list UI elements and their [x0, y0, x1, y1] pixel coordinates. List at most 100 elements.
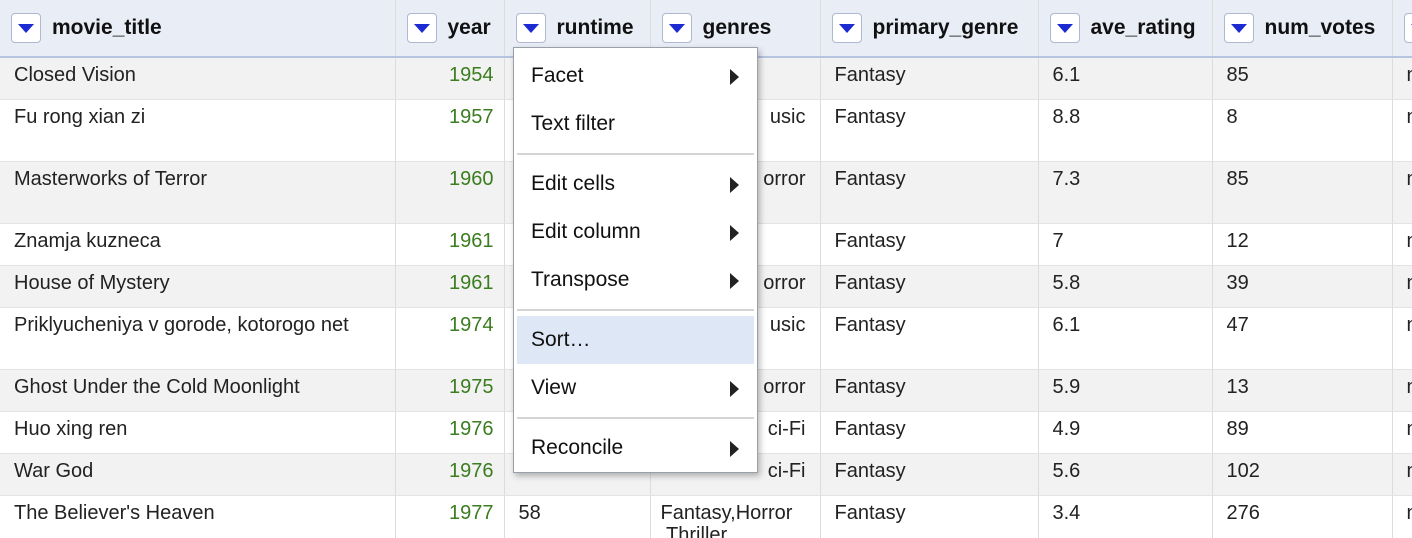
cell-primary-genre[interactable]: Fantasy	[834, 64, 906, 86]
cell-movie-title[interactable]: Masterworks of Terror	[14, 168, 208, 190]
cell-movie-title[interactable]: War God	[14, 460, 94, 482]
cell-ave-rating[interactable]: 7.3	[1052, 168, 1081, 190]
cell-genres[interactable]: orror	[763, 272, 806, 294]
cell-next[interactable]: n	[1393, 370, 1412, 398]
cell-num-votes[interactable]: 85	[1226, 64, 1249, 86]
cell-primary-genre[interactable]: Fantasy	[834, 272, 906, 294]
menu-item-label: Facet	[531, 64, 584, 87]
cell-next[interactable]: n	[1393, 266, 1412, 294]
cell-year[interactable]: 1957	[449, 106, 494, 128]
cell-primary-genre[interactable]: Fantasy	[834, 168, 906, 190]
cell-genres[interactable]: usic	[769, 314, 806, 336]
column-dropdown-button[interactable]	[1403, 13, 1412, 43]
cell-next[interactable]: n	[1393, 224, 1412, 252]
cell-ave-rating[interactable]: 5.9	[1052, 376, 1081, 398]
cell-ave-rating[interactable]: 7	[1052, 230, 1064, 252]
cell-next[interactable]: n	[1393, 308, 1412, 336]
menu-item-reconcile[interactable]: Reconcile	[514, 424, 757, 472]
header-row: movie_title year runtime genres primary_…	[0, 0, 1412, 58]
menu-item-transpose[interactable]: Transpose	[514, 256, 757, 304]
cell-genres[interactable]: ci-Fi	[767, 418, 806, 440]
cell-movie-title[interactable]: Huo xing ren	[14, 418, 128, 440]
cell-next[interactable]: n	[1393, 162, 1412, 190]
cell-primary-genre[interactable]: Fantasy	[834, 230, 906, 252]
triangle-down-icon	[18, 23, 34, 33]
cell-ave-rating[interactable]: 6.1	[1052, 64, 1081, 86]
menu-item-edit-cells[interactable]: Edit cells	[514, 160, 757, 208]
column-dropdown-button[interactable]	[515, 13, 546, 43]
menu-item-label: Edit column	[531, 220, 641, 243]
cell-year[interactable]: 1961	[449, 272, 494, 294]
column-header-ave-rating: ave_rating	[1038, 0, 1213, 58]
cell-ave-rating[interactable]: 6.1	[1052, 314, 1081, 336]
column-dropdown-button[interactable]	[11, 13, 41, 43]
cell-genres[interactable]: orror	[763, 168, 806, 190]
cell-genres[interactable]: Fantasy,Horror ,Thriller	[660, 502, 793, 538]
cell-next[interactable]: n	[1393, 100, 1412, 128]
cell-ave-rating[interactable]: 3.4	[1052, 502, 1081, 524]
cell-movie-title[interactable]: Fu rong xian zi	[14, 106, 146, 128]
cell-num-votes[interactable]: 13	[1226, 376, 1249, 398]
cell-primary-genre[interactable]: Fantasy	[834, 418, 906, 440]
cell-movie-title[interactable]: The Believer's Heaven	[14, 502, 215, 524]
table-row: War God 1976 ci-Fi Fantasy 5.6 102 n	[0, 453, 1412, 496]
cell-genres[interactable]: orror	[763, 376, 806, 398]
cell-num-votes[interactable]: 85	[1226, 168, 1249, 190]
cell-movie-title[interactable]: House of Mystery	[14, 272, 170, 294]
cell-genres[interactable]: usic	[769, 106, 806, 128]
cell-num-votes[interactable]: 47	[1226, 314, 1249, 336]
cell-next[interactable]: n	[1393, 412, 1412, 440]
cell-genres[interactable]: ci-Fi	[767, 460, 806, 482]
cell-primary-genre[interactable]: Fantasy	[834, 502, 906, 524]
cell-year[interactable]: 1977	[449, 502, 494, 524]
menu-item-edit-column[interactable]: Edit column	[514, 208, 757, 256]
cell-next[interactable]: n	[1393, 454, 1412, 482]
cell-year[interactable]: 1961	[449, 230, 494, 252]
cell-movie-title[interactable]: Znamja kuzneca	[14, 230, 161, 252]
cell-movie-title[interactable]: Closed Vision	[14, 64, 136, 86]
cell-year[interactable]: 1960	[449, 168, 494, 190]
cell-num-votes[interactable]: 8	[1226, 106, 1238, 128]
cell-num-votes[interactable]: 12	[1226, 230, 1249, 252]
cell-year[interactable]: 1976	[449, 418, 494, 440]
menu-item-label: Sort…	[531, 328, 591, 351]
menu-item-text-filter[interactable]: Text filter	[514, 100, 757, 148]
cell-ave-rating[interactable]: 4.9	[1052, 418, 1081, 440]
column-label: primary_genre	[872, 16, 1019, 39]
menu-item-facet[interactable]: Facet	[514, 52, 757, 100]
cell-movie-title[interactable]: Priklyucheniya v gorode, kotorogo net	[14, 314, 349, 336]
cell-primary-genre[interactable]: Fantasy	[834, 460, 906, 482]
column-dropdown-button[interactable]	[661, 13, 692, 43]
cell-next[interactable]: n	[1393, 496, 1412, 524]
cell-ave-rating[interactable]: 5.6	[1052, 460, 1081, 482]
menu-item-view[interactable]: View	[514, 364, 757, 412]
cell-num-votes[interactable]: 39	[1226, 272, 1249, 294]
column-dropdown-button[interactable]	[1049, 13, 1080, 43]
cell-primary-genre[interactable]: Fantasy	[834, 106, 906, 128]
column-dropdown-button[interactable]	[831, 13, 862, 43]
cell-num-votes[interactable]: 102	[1226, 460, 1260, 482]
menu-separator	[517, 309, 754, 311]
cell-primary-genre[interactable]: Fantasy	[834, 376, 906, 398]
cell-ave-rating[interactable]: 8.8	[1052, 106, 1081, 128]
cell-year[interactable]: 1975	[449, 376, 494, 398]
cell-num-votes[interactable]: 89	[1226, 418, 1249, 440]
table-row: The Believer's Heaven 1977 58 Fantasy,Ho…	[0, 495, 1412, 538]
cell-movie-title[interactable]: Ghost Under the Cold Moonlight	[14, 376, 300, 398]
menu-item-sort[interactable]: Sort…	[517, 316, 754, 364]
triangle-right-icon	[730, 225, 739, 241]
column-dropdown-button[interactable]	[406, 13, 437, 43]
triangle-right-icon	[730, 381, 739, 397]
triangle-down-icon	[1056, 23, 1073, 33]
triangle-down-icon	[838, 23, 855, 33]
cell-num-votes[interactable]: 276	[1226, 502, 1260, 524]
cell-runtime[interactable]: 58	[518, 502, 541, 524]
cell-next[interactable]: n	[1393, 58, 1412, 86]
cell-ave-rating[interactable]: 5.8	[1052, 272, 1081, 294]
menu-separator	[517, 153, 754, 155]
cell-primary-genre[interactable]: Fantasy	[834, 314, 906, 336]
cell-year[interactable]: 1974	[449, 314, 494, 336]
column-dropdown-button[interactable]	[1223, 13, 1254, 43]
cell-year[interactable]: 1954	[449, 64, 494, 86]
cell-year[interactable]: 1976	[449, 460, 494, 482]
